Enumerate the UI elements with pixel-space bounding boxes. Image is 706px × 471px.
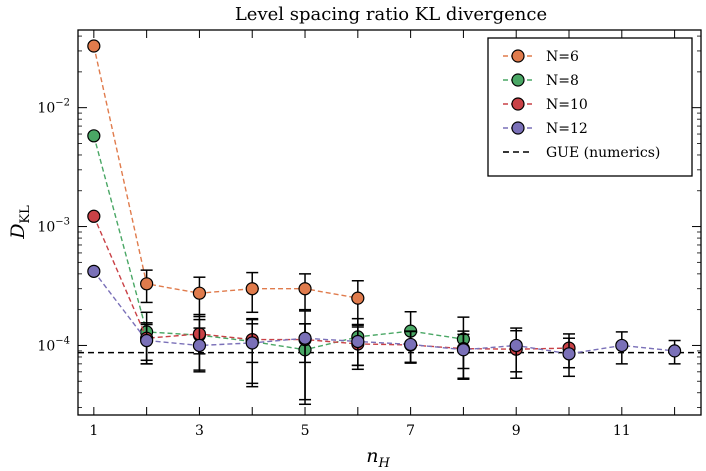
x-axis-label-sub: H <box>377 456 390 471</box>
legend-label: GUE (numerics) <box>546 145 660 161</box>
data-point <box>87 129 101 143</box>
x-axis-label: nH <box>366 445 390 471</box>
data-point <box>192 286 207 300</box>
data-point <box>351 291 365 305</box>
legend-label: N=8 <box>546 73 579 89</box>
legend: N=6 N=8 N=10 N=12 GUE (numerics) <box>487 37 693 177</box>
legend-label: N=6 <box>546 49 579 65</box>
data-point <box>351 334 365 349</box>
x-tick-label: 11 <box>613 423 631 439</box>
series-layer <box>87 39 682 406</box>
series-line <box>93 216 570 350</box>
legend-item: N=8 <box>503 73 579 89</box>
data-point <box>668 344 682 358</box>
data-point <box>615 338 629 353</box>
legend-item: N=10 <box>503 97 588 113</box>
axis-ticks <box>78 30 701 415</box>
plot-frame <box>77 29 702 416</box>
x-tick-label: 3 <box>195 423 204 439</box>
y-axis-label-main: D <box>7 224 29 240</box>
y-tick-label: 10−4 <box>37 335 70 354</box>
legend-item: N=6 <box>503 49 579 65</box>
legend-label: N=12 <box>546 121 588 137</box>
data-point <box>87 39 101 53</box>
y-axis-label: DKL <box>7 205 33 240</box>
legend-swatch-marker <box>511 121 525 135</box>
data-point <box>562 347 576 361</box>
data-point <box>245 282 259 296</box>
series-line <box>93 270 675 355</box>
chart-title: Level spacing ratio KL divergence <box>235 4 547 25</box>
y-axis-label-sub: KL <box>18 205 33 224</box>
data-point <box>87 209 101 223</box>
data-point <box>192 338 207 353</box>
x-tick-label: 1 <box>89 423 98 439</box>
x-axis-label-main: n <box>366 445 378 467</box>
legend-swatch-marker <box>511 73 525 87</box>
data-point <box>456 343 471 357</box>
series-line <box>93 45 358 299</box>
x-tick-label: 7 <box>406 423 415 439</box>
data-point <box>404 337 418 352</box>
series-n12 <box>87 264 682 401</box>
data-point <box>509 338 523 353</box>
data-point <box>140 277 154 291</box>
y-tick-labels: 10−4 10−3 10−2 <box>37 98 70 355</box>
legend-label: N=10 <box>546 97 588 113</box>
legend-item: N=12 <box>503 121 588 137</box>
data-point <box>87 264 101 278</box>
legend-swatch-marker <box>511 97 525 111</box>
legend-item: GUE (numerics) <box>503 145 660 161</box>
legend-swatch-marker <box>511 49 525 63</box>
data-point <box>298 331 312 345</box>
x-tick-labels: 1 3 5 7 9 11 <box>89 423 630 439</box>
series-line <box>93 135 464 351</box>
x-tick-label: 5 <box>301 423 310 439</box>
y-tick-label: 10−2 <box>37 98 70 117</box>
y-tick-label: 10−3 <box>37 217 70 236</box>
data-point <box>298 282 312 296</box>
x-tick-label: 9 <box>512 423 521 439</box>
series-n6 <box>87 39 365 326</box>
data-point <box>140 333 154 348</box>
data-point <box>245 336 259 350</box>
legend-items: N=6 N=8 N=10 N=12 GUE (numerics) <box>503 49 660 161</box>
